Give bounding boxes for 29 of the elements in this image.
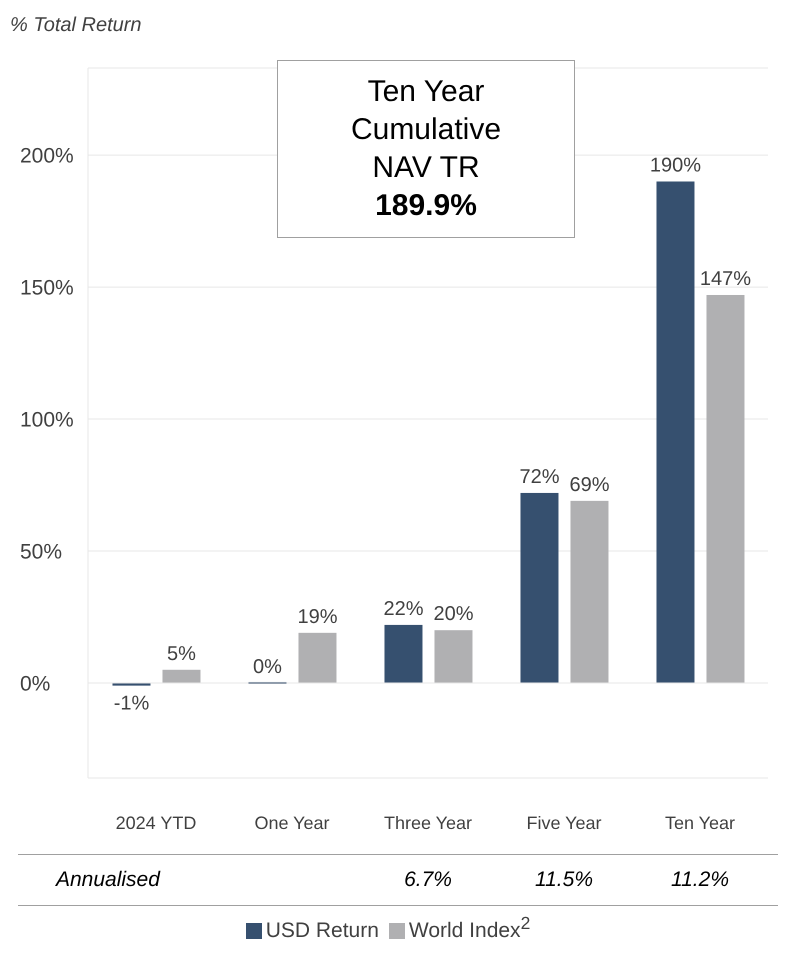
x-tick-label: 2024 YTD: [116, 812, 196, 833]
x-tick-label: Ten Year: [664, 812, 736, 833]
data-label: 19%: [297, 606, 338, 628]
annotation: Ten Year Cumulative NAV TR 189.9%: [350, 74, 502, 224]
y-tick-label: 0%: [20, 672, 50, 696]
legend-label: USD Return: [266, 919, 379, 942]
text: 11.5%: [534, 868, 594, 892]
text: Annualised: [56, 868, 160, 892]
data-label: 0%: [253, 656, 282, 678]
data-label: 72%: [519, 466, 560, 488]
y-tick-label: 100%: [20, 408, 74, 432]
text-box: Ten Year Cumulative NAV TR 189.9%: [277, 60, 575, 238]
data-label: 190%: [650, 154, 702, 176]
text: 6.7%: [403, 868, 453, 892]
legend-label: World Index$^{2}$: [408, 913, 530, 942]
y-tick-label: 200%: [20, 144, 74, 168]
y-tick-label: 50%: [20, 540, 62, 564]
x-tick-label: Five Year: [526, 812, 602, 833]
data-label: 69%: [569, 474, 610, 496]
data-label: 5%: [167, 642, 196, 665]
x-tick-label: One Year: [254, 812, 330, 833]
data-label: 20%: [433, 603, 474, 626]
y-tick-label: 150%: [20, 276, 74, 300]
y-axis-title: % Total Return: [10, 14, 142, 37]
data-label: -1%: [114, 692, 150, 715]
data-label: 147%: [700, 268, 752, 290]
x-tick-label: Three Year: [384, 812, 472, 833]
data-label: 22%: [383, 598, 424, 620]
text: 11.2%: [670, 868, 730, 892]
